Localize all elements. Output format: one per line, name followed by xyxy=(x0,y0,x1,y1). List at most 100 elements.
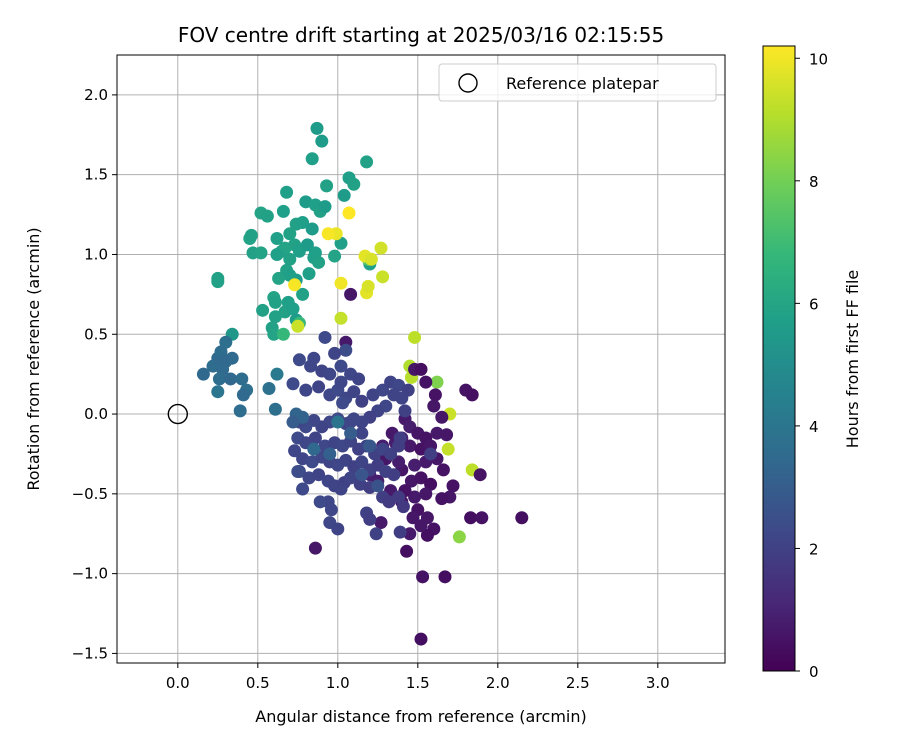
scatter-point xyxy=(416,570,430,584)
scatter-point xyxy=(283,227,297,241)
x-tick-label: 1.0 xyxy=(326,674,350,692)
scatter-point xyxy=(302,267,316,281)
x-tick-label: 0.0 xyxy=(166,674,190,692)
scatter-point xyxy=(268,310,282,324)
scatter-point xyxy=(320,179,334,193)
scatter-point xyxy=(292,353,306,367)
scatter-point xyxy=(296,216,310,230)
scatter-point xyxy=(336,396,350,410)
scatter-point xyxy=(280,185,294,199)
y-axis-ticks: −1.5 −1.0 −0.5 0.0 0.5 1.0 1.5 2.0 xyxy=(72,86,117,662)
scatter-point xyxy=(324,503,338,517)
scatter-point xyxy=(515,511,529,525)
scatter-point xyxy=(361,279,375,293)
scatter-point xyxy=(214,345,228,359)
scatter-point xyxy=(254,246,268,260)
scatter-point xyxy=(355,468,369,482)
scatter-point xyxy=(299,383,313,397)
scatter-point xyxy=(376,270,390,284)
scatter-point xyxy=(403,439,417,453)
colorbar-label: Hours from first FF file xyxy=(843,270,862,449)
scatter-point xyxy=(211,385,225,399)
scatter-point xyxy=(304,359,318,373)
scatter-point xyxy=(398,404,412,418)
scatter-point xyxy=(308,431,322,445)
scatter-point xyxy=(435,492,449,506)
scatter-point xyxy=(364,252,378,266)
scatter-point xyxy=(334,482,348,496)
scatter-point xyxy=(339,343,353,357)
scatter-point xyxy=(308,541,322,555)
scatter-point xyxy=(344,287,358,301)
scatter-point xyxy=(296,287,310,301)
scatter-point xyxy=(321,227,335,241)
scatter-point xyxy=(286,415,300,429)
scatter-point xyxy=(268,402,282,416)
scatter-point xyxy=(465,388,479,402)
scatter-point xyxy=(312,468,326,482)
scatter-point xyxy=(366,388,380,402)
chart-title: FOV centre drift starting at 2025/03/16 … xyxy=(178,23,664,47)
data-points xyxy=(196,121,529,646)
x-axis-ticks: 0.0 0.5 1.0 1.5 2.0 2.5 3.0 xyxy=(166,663,670,692)
scatter-point xyxy=(305,152,319,166)
colorbar-tick-label: 0 xyxy=(809,663,819,681)
colorbar-tick-label: 6 xyxy=(809,295,819,313)
scatter-point xyxy=(313,495,327,509)
scatter-point xyxy=(344,426,358,440)
scatter-point xyxy=(408,490,422,504)
scatter-point xyxy=(464,511,478,525)
scatter-point xyxy=(219,335,233,349)
scatter-point xyxy=(393,431,407,445)
y-tick-label: 1.0 xyxy=(84,245,108,263)
scatter-point xyxy=(296,482,310,496)
x-tick-label: 2.0 xyxy=(486,674,510,692)
scatter-point xyxy=(323,367,337,381)
y-tick-label: −1.0 xyxy=(72,565,108,583)
scatter-point xyxy=(384,447,398,461)
y-axis-label: Rotation from reference (arcmin) xyxy=(24,227,43,490)
scatter-point xyxy=(312,380,326,394)
scatter-point xyxy=(236,388,250,402)
scatter-point xyxy=(328,249,342,263)
scatter-point xyxy=(344,471,358,485)
scatter-point xyxy=(224,372,238,386)
scatter-point xyxy=(270,232,284,246)
colorbar-tick-label: 2 xyxy=(809,540,819,558)
scatter-point xyxy=(436,463,450,477)
scatter-point xyxy=(337,188,351,202)
scatter-point xyxy=(235,372,249,386)
scatter-point xyxy=(414,519,428,533)
scatter-point xyxy=(419,375,433,389)
colorbar-tick-label: 10 xyxy=(809,50,828,68)
scatter-point xyxy=(212,372,226,386)
scatter-point xyxy=(387,468,401,482)
scatter-point xyxy=(233,404,247,418)
scatter-point xyxy=(211,275,225,289)
scatter-point xyxy=(427,399,441,413)
scatter-point xyxy=(473,468,487,482)
scatter-point xyxy=(318,200,332,214)
scatter-point xyxy=(347,177,361,191)
scatter-point xyxy=(300,238,314,252)
scatter-point xyxy=(438,570,452,584)
scatter-point xyxy=(276,327,290,341)
scatter-point xyxy=(376,383,390,397)
scatter-point xyxy=(392,455,406,469)
scatter-point xyxy=(420,528,434,542)
y-tick-label: 1.5 xyxy=(84,166,108,184)
scatter-point xyxy=(291,465,305,479)
scatter-point xyxy=(414,471,428,485)
scatter-point xyxy=(371,479,385,493)
scatter-point xyxy=(347,385,361,399)
scatter-point xyxy=(369,527,383,541)
scatter-point xyxy=(270,367,284,381)
scatter-point xyxy=(310,121,324,135)
scatter-point xyxy=(323,447,337,461)
scatter-point xyxy=(440,428,454,442)
scatter-point xyxy=(392,490,406,504)
colorbar-tick-label: 8 xyxy=(809,173,819,191)
scatter-point xyxy=(355,426,369,440)
scatter-point xyxy=(344,415,358,429)
